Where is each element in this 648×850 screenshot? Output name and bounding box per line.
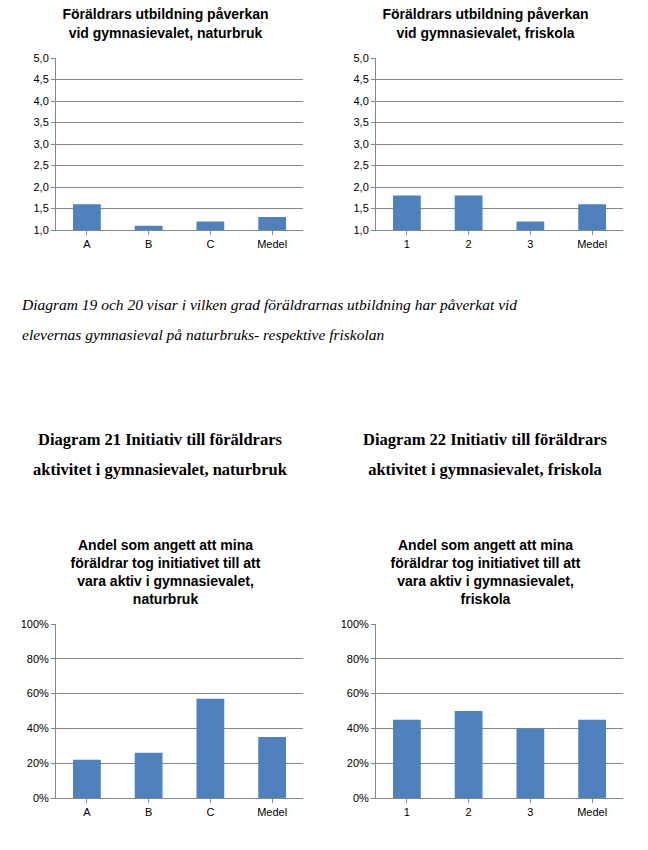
html-text:Diagram 21 Initiativ till förä: Diagram 21 Initiativ till föräldrars akt… <box>33 430 287 479</box>
svg-text:3,5: 3,5 <box>354 116 369 128</box>
svg-text:5,0: 5,0 <box>354 52 369 64</box>
svg-text:4,5: 4,5 <box>354 73 369 85</box>
html-text:Diagram 22 Initiativ till förä: Diagram 22 Initiativ till föräldrars akt… <box>363 430 607 479</box>
svg-text:5,0: 5,0 <box>34 52 49 64</box>
svg-text:1: 1 <box>404 806 410 818</box>
svg-text:40%: 40% <box>27 722 49 734</box>
svg-text:Medel: Medel <box>577 806 607 818</box>
svg-text:1,0: 1,0 <box>34 224 49 236</box>
svg-text:Andel som angett att minaföräl: Andel som angett att minaföräldrar tog i… <box>391 537 581 608</box>
svg-text:B: B <box>145 238 152 250</box>
svg-text:2,0: 2,0 <box>34 181 49 193</box>
svg-text:1,5: 1,5 <box>354 202 369 214</box>
svg-text:4,5: 4,5 <box>34 73 49 85</box>
svg-text:B: B <box>145 806 152 818</box>
svg-text:3: 3 <box>527 238 533 250</box>
svg-text:2: 2 <box>466 238 472 250</box>
svg-text:20%: 20% <box>27 757 49 769</box>
svg-text:60%: 60% <box>347 687 369 699</box>
svg-text:1: 1 <box>404 238 410 250</box>
svg-text:3: 3 <box>527 806 533 818</box>
svg-text:C: C <box>206 238 214 250</box>
svg-text:A: A <box>83 238 91 250</box>
svg-text:40%: 40% <box>347 722 369 734</box>
svg-text:3,5: 3,5 <box>34 116 49 128</box>
svg-text:3,0: 3,0 <box>34 138 49 150</box>
svg-text:Medel: Medel <box>577 238 607 250</box>
svg-text:Föräldrars utbildning påverkan: Föräldrars utbildning påverkanvid gymnas… <box>382 6 588 40</box>
svg-text:4,0: 4,0 <box>354 95 369 107</box>
svg-text:20%: 20% <box>347 757 369 769</box>
svg-text:Andel som angett att minaföräl: Andel som angett att minaföräldrar tog i… <box>71 537 261 608</box>
svg-text:C: C <box>206 806 214 818</box>
html-text:Diagram 19 och 20 visar i vilk: Diagram 19 och 20 visar i vilken grad fö… <box>22 296 518 343</box>
svg-text:0%: 0% <box>33 792 49 804</box>
svg-text:Föräldrars utbildning påverkan: Föräldrars utbildning påverkanvid gymnas… <box>62 6 268 40</box>
svg-text:1,5: 1,5 <box>34 202 49 214</box>
svg-text:80%: 80% <box>27 653 49 665</box>
svg-text:Medel: Medel <box>257 238 287 250</box>
svg-text:2,5: 2,5 <box>354 159 369 171</box>
svg-text:4,0: 4,0 <box>34 95 49 107</box>
svg-text:100%: 100% <box>341 618 369 630</box>
svg-text:100%: 100% <box>21 618 49 630</box>
svg-text:Medel: Medel <box>257 806 287 818</box>
svg-text:3,0: 3,0 <box>354 138 369 150</box>
svg-text:2: 2 <box>466 806 472 818</box>
svg-text:0%: 0% <box>353 792 369 804</box>
svg-text:1,0: 1,0 <box>354 224 369 236</box>
svg-text:60%: 60% <box>27 687 49 699</box>
svg-text:2,0: 2,0 <box>354 181 369 193</box>
svg-text:A: A <box>83 806 91 818</box>
svg-text:80%: 80% <box>347 653 369 665</box>
svg-text:2,5: 2,5 <box>34 159 49 171</box>
